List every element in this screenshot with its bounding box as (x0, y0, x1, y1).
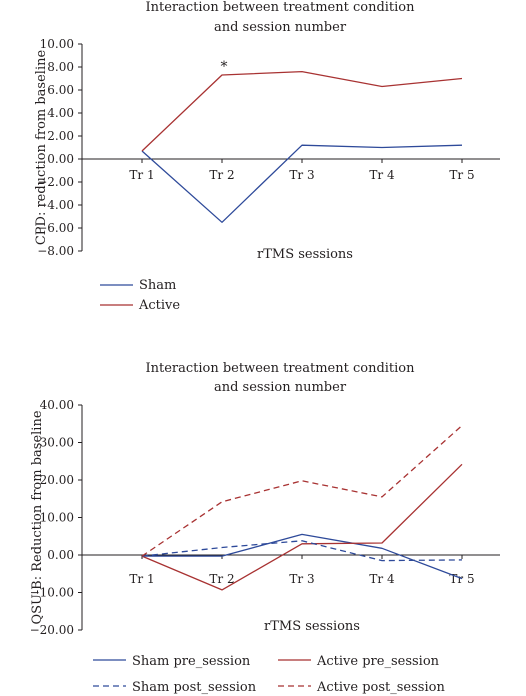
y-tick-label: 30.00 (40, 436, 74, 450)
y-tick-label: 6.00 (47, 83, 74, 97)
chart-title-line: and session number (214, 20, 347, 35)
x-axis-title: rTMS sessions (257, 247, 353, 262)
x-tick-label: Tr 1 (129, 168, 154, 182)
y-tick-label: −6.00 (37, 221, 74, 235)
y-tick-label: 10.00 (40, 511, 74, 525)
series-line-sham (141, 144, 463, 223)
legend-label: Sham pre_session (132, 654, 251, 669)
x-tick-label: Tr 5 (449, 168, 474, 182)
series-line-active-post-session (141, 425, 463, 557)
legend-label: Active pre_session (316, 654, 440, 669)
series-line-active (141, 70, 463, 152)
legend-label: Active post_session (316, 680, 445, 695)
y-tick-label: 0.00 (47, 548, 74, 562)
x-tick-label: Tr 2 (209, 572, 234, 586)
legend-label: Active (138, 298, 180, 313)
y-tick-label: −8.00 (37, 244, 74, 258)
y-tick-label: 0.00 (47, 152, 74, 166)
x-tick-label: Tr 4 (369, 168, 395, 182)
y-tick-label: −4.00 (37, 198, 74, 212)
chart-title-line: Interaction between treatment condition (145, 0, 415, 15)
y-tick-label: 40.00 (40, 398, 74, 412)
y-tick-label: 8.00 (47, 60, 74, 74)
significance-annotation: * (221, 59, 228, 75)
x-tick-label: Tr 3 (289, 168, 314, 182)
x-tick-label: Tr 3 (289, 572, 314, 586)
y-tick-label: 2.00 (47, 129, 74, 143)
x-tick-label: Tr 5 (449, 572, 474, 586)
x-tick-label: Tr 1 (129, 572, 154, 586)
x-axis-title: rTMS sessions (264, 619, 360, 634)
legend-label: Sham (139, 278, 176, 293)
y-tick-label: 10.00 (40, 37, 74, 51)
chart-title-line: and session number (214, 380, 347, 395)
x-tick-label: Tr 2 (209, 168, 234, 182)
chart-title-line: Interaction between treatment condition (145, 361, 415, 376)
legend-label: Sham post_session (132, 680, 257, 695)
y-axis-title: QSU-B: Reduction from baseline (30, 410, 45, 624)
y-tick-label: −10.00 (30, 586, 74, 600)
y-tick-label: 20.00 (40, 473, 74, 487)
y-tick-label: −20.00 (30, 623, 74, 637)
y-axis-title: CPD: reduction from baseline (34, 50, 49, 246)
y-tick-label: −2.00 (37, 175, 74, 189)
y-tick-label: 4.00 (47, 106, 74, 120)
x-tick-label: Tr 4 (369, 572, 395, 586)
